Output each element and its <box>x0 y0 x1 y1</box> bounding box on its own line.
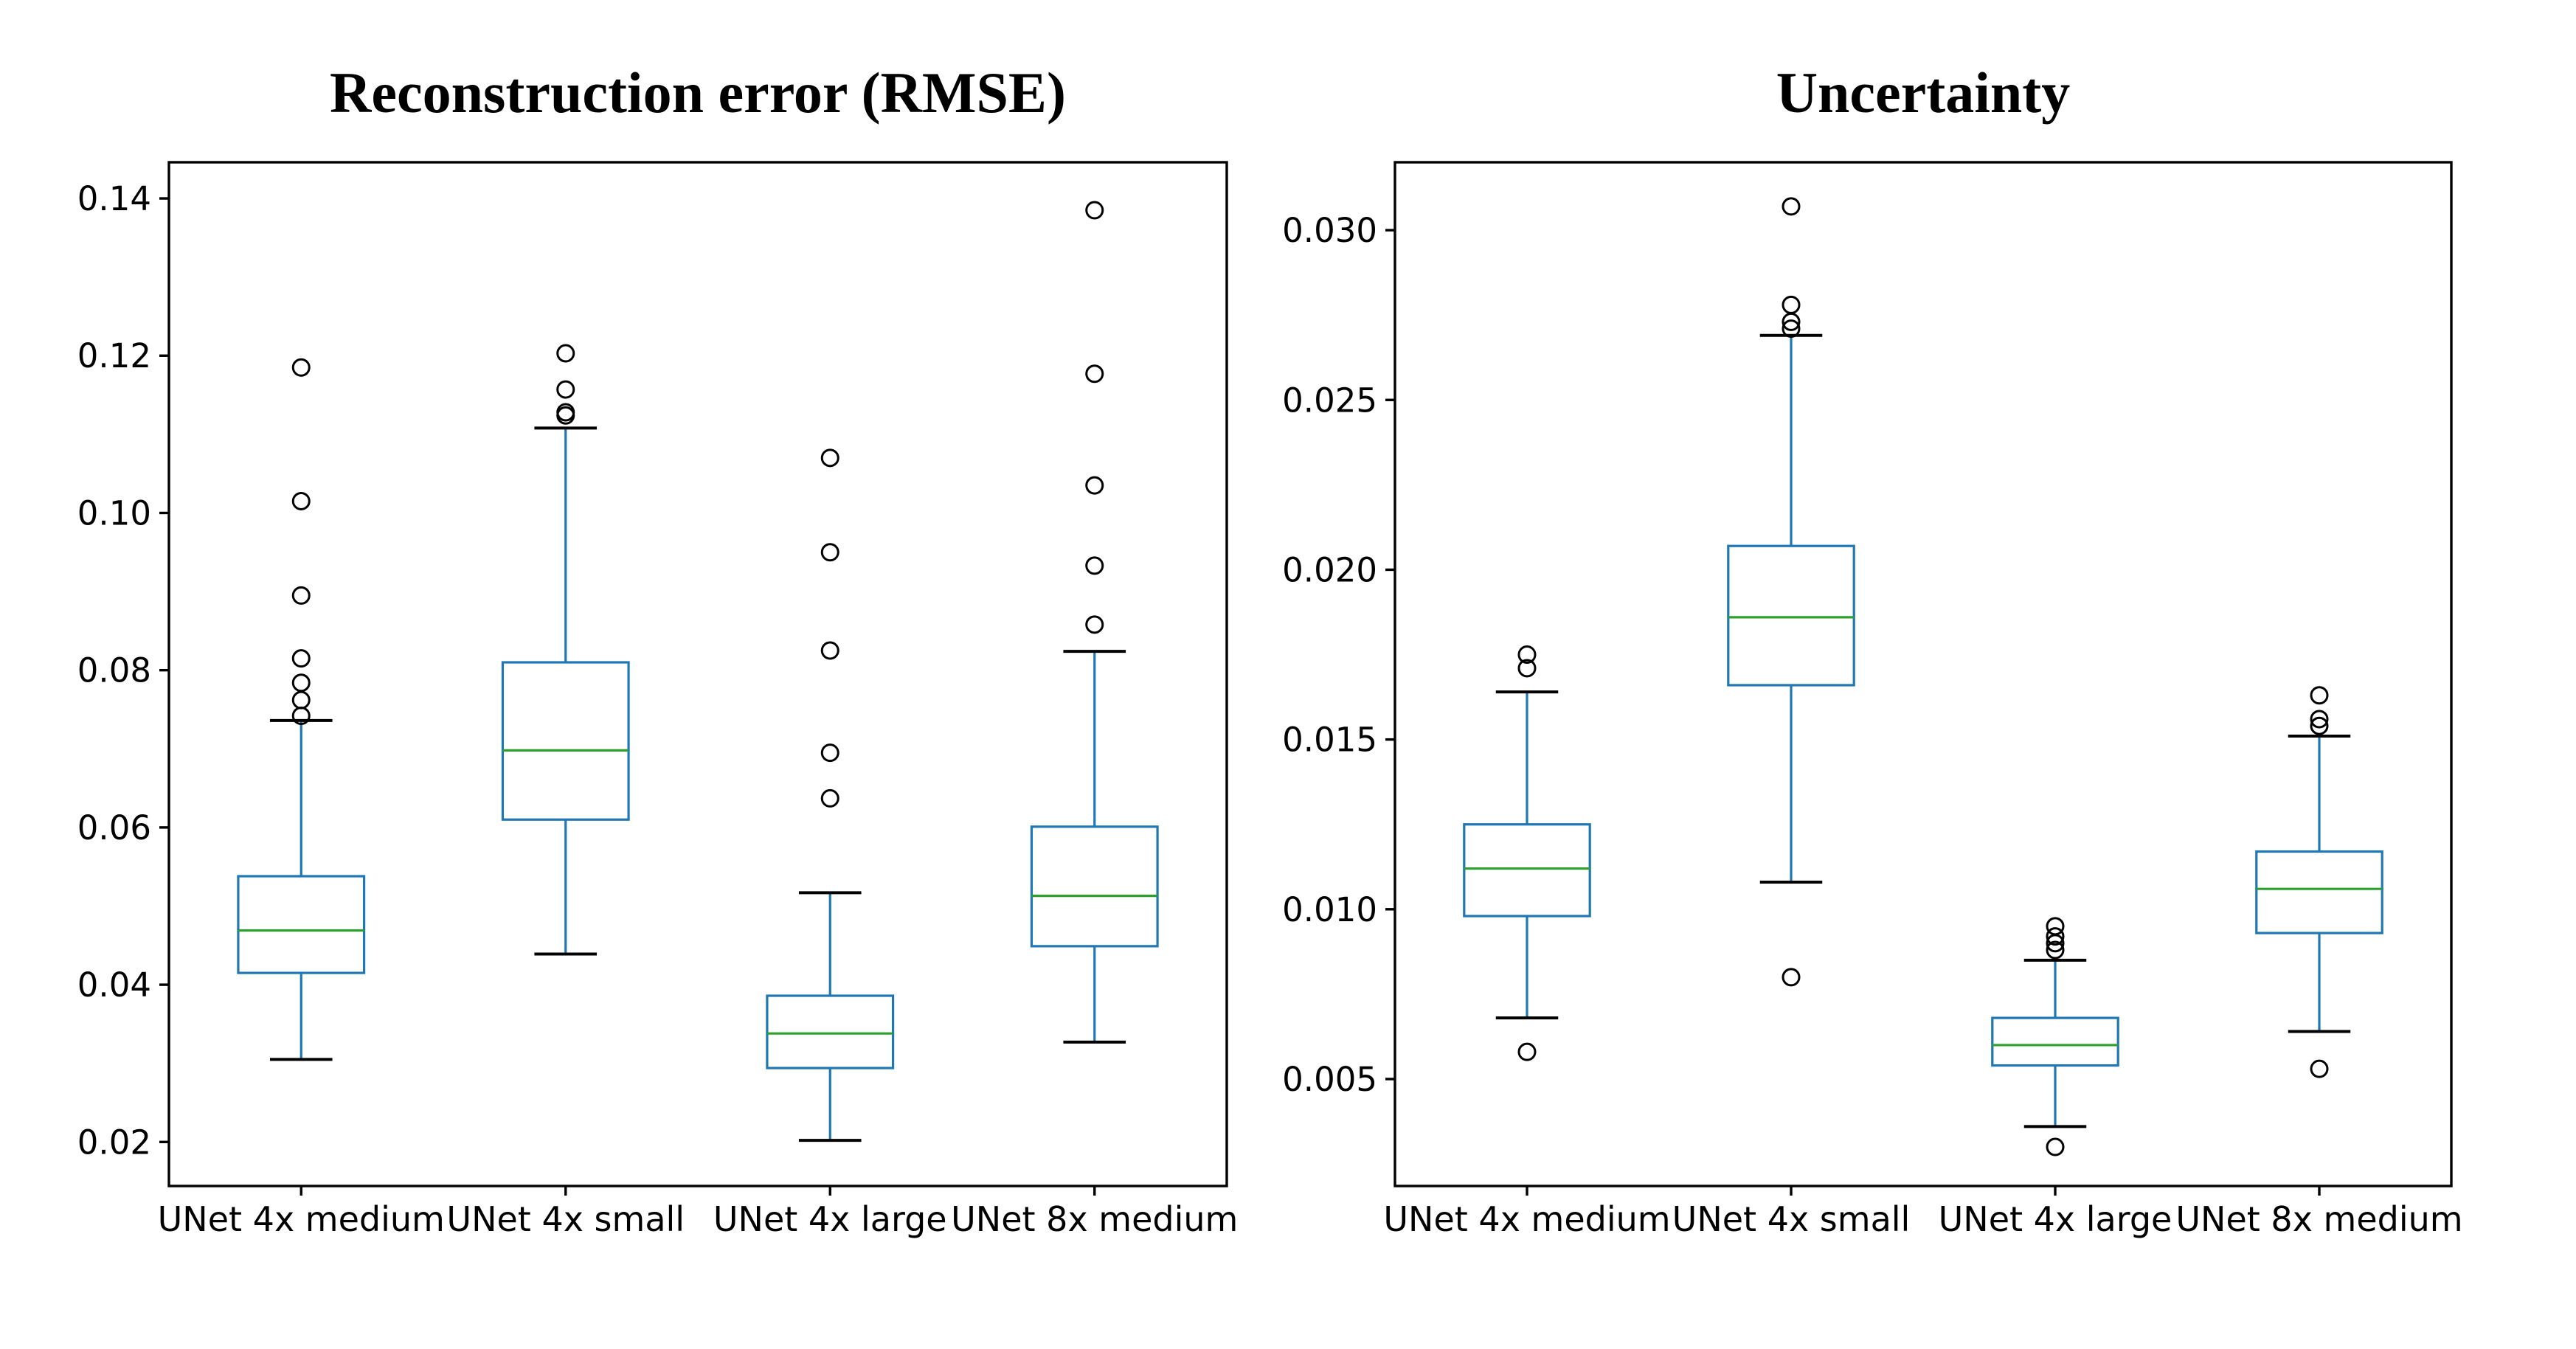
panel-1-x-tick-label-unet-4x-small: UNet 4x small <box>1672 1199 1911 1239</box>
panel-1-box-unet-4x-large-outlier-point <box>2046 927 2065 946</box>
panel-1-y-tick-label: 0.025 <box>1282 381 1377 420</box>
panel-0-box-unet-4x-large-iqr-rect <box>766 994 895 1069</box>
panel-0-box-unet-4x-medium-outlier-point <box>291 690 311 710</box>
panel-1-box-unet-8x-medium-outlier-point <box>2310 1059 2329 1078</box>
panel-0-box-unet-8x-medium-outlier-point <box>1085 615 1104 634</box>
panel-0-box-unet-4x-medium-outlier-point <box>291 673 311 693</box>
panel-0-box-unet-4x-large-outlier-point <box>820 788 839 808</box>
panel-1-y-tick-label: 0.020 <box>1282 550 1377 589</box>
panel-1-box-unet-4x-small-iqr-rect <box>1727 544 1855 687</box>
panel-1-box-unet-4x-large-outlier-point <box>2046 917 2065 936</box>
right-panel-title: Uncertainty <box>1776 60 2071 125</box>
panel-0-box-unet-4x-small-iqr-rect <box>501 661 630 821</box>
panel-1-box-unet-4x-small-outlier-point <box>1782 319 1801 339</box>
panel-1-box-unet-4x-medium-outlier-point <box>1517 1042 1537 1061</box>
panel-1-box-unet-4x-small-outlier-point <box>1782 197 1801 216</box>
panel-0-box-unet-8x-medium-outlier-point <box>1085 556 1104 575</box>
panel-0-box-unet-4x-small-outlier-point <box>556 344 575 363</box>
panel-0-box-unet-4x-medium-outlier-point <box>291 586 311 605</box>
panel-0-box-unet-4x-medium-outlier-point <box>291 649 311 668</box>
panel-1-box-unet-8x-medium-iqr-rect <box>2255 850 2383 934</box>
panel-0-box-unet-4x-small-outlier-point <box>556 380 575 399</box>
panel-0-box-unet-4x-large-outlier-point <box>820 448 839 468</box>
panel-0-x-tick-label-unet-8x-medium: UNet 8x medium <box>951 1199 1238 1239</box>
panel-0-box-unet-4x-large-outlier-point <box>820 743 839 763</box>
panel-0-box-unet-8x-medium-iqr-rect <box>1030 825 1159 948</box>
panel-0-box-unet-4x-medium-iqr-rect <box>237 875 366 974</box>
panel-0-y-tick-label: 0.06 <box>77 808 151 847</box>
panel-1-box-unet-8x-medium-outlier-point <box>2310 686 2329 705</box>
panel-0-x-tick-label-unet-4x-large: UNet 4x large <box>713 1199 947 1239</box>
panel-1-x-tick-label-unet-8x-medium: UNet 8x medium <box>2175 1199 2462 1239</box>
panel-1-box-unet-4x-large-outlier-point <box>2046 940 2065 960</box>
panel-0-box-unet-4x-large-outlier-point <box>820 641 839 660</box>
panel-1-y-tick-label: 0.030 <box>1282 211 1377 250</box>
panel-0-box-unet-8x-medium-outlier-point <box>1085 364 1104 384</box>
panel-1-x-tick-label-unet-4x-large: UNet 4x large <box>1939 1199 2172 1239</box>
panel-0-y-tick-label: 0.08 <box>77 651 151 690</box>
panel-0-axes-frame <box>167 161 1228 1187</box>
panel-1-box-unet-4x-small-outlier-point <box>1782 968 1801 987</box>
panel-1-box-unet-4x-large-outlier-point <box>2046 1137 2065 1156</box>
panel-1-x-tick-label-unet-4x-medium: UNet 4x medium <box>1383 1199 1670 1239</box>
panel-0-y-tick-label: 0.14 <box>77 179 151 218</box>
panel-1-box-unet-4x-large-iqr-rect <box>1991 1016 2119 1067</box>
panel-0-y-tick-label: 0.10 <box>77 493 151 533</box>
left-panel-title: Reconstruction error (RMSE) <box>330 60 1066 125</box>
panel-0-box-unet-4x-medium-outlier-point <box>291 491 311 510</box>
panel-0-x-tick-label-unet-4x-medium: UNet 4x medium <box>158 1199 445 1239</box>
panel-0-box-unet-8x-medium-outlier-point <box>1085 201 1104 220</box>
panel-0-box-unet-4x-small-outlier-point <box>556 403 575 422</box>
panel-0-y-tick-label: 0.12 <box>77 336 151 375</box>
panel-1-y-tick-label: 0.005 <box>1282 1060 1377 1099</box>
panel-1-box-unet-4x-medium-iqr-rect <box>1463 823 1591 918</box>
panel-1-box-unet-4x-medium-outlier-point <box>1517 645 1537 665</box>
panel-1-axes-frame <box>1393 161 2453 1187</box>
panel-1-box-unet-4x-medium-outlier-point <box>1517 659 1537 678</box>
panel-1-y-tick-label: 0.015 <box>1282 721 1377 760</box>
panel-0-box-unet-4x-medium-outlier-point <box>291 358 311 377</box>
panel-1-y-tick-label: 0.010 <box>1282 890 1377 929</box>
panel-0-x-tick-label-unet-4x-small: UNet 4x small <box>446 1199 685 1239</box>
panel-0-y-tick-label: 0.02 <box>77 1123 151 1162</box>
panel-1-box-unet-8x-medium-outlier-point <box>2310 716 2329 735</box>
panel-0-y-tick-label: 0.04 <box>77 965 151 1005</box>
panel-0-box-unet-4x-large-outlier-point <box>820 543 839 562</box>
panel-1-box-unet-4x-small-outlier-point <box>1782 295 1801 314</box>
panel-0-box-unet-8x-medium-outlier-point <box>1085 476 1104 495</box>
panel-1-box-unet-8x-medium-outlier-point <box>2310 710 2329 729</box>
